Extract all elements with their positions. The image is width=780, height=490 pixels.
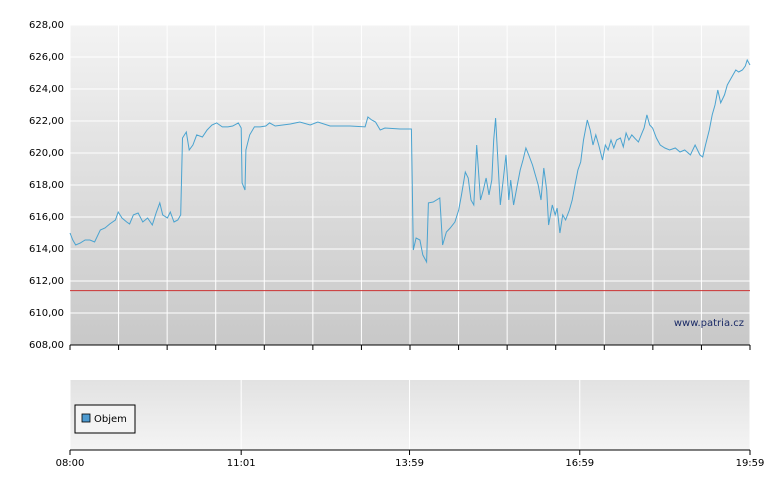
price-line	[69, 58, 751, 264]
x-tick-label: 11:01	[227, 458, 256, 469]
watermark: www.patria.cz	[674, 318, 744, 329]
legend	[74, 404, 136, 434]
marks	[69, 58, 751, 292]
y-tick-label: 624,00	[29, 84, 64, 95]
y-tick-label: 610,00	[29, 308, 64, 319]
x-tick-label: 19:59	[736, 458, 765, 469]
y-tick-label: 608,00	[29, 340, 64, 351]
grid	[69, 24, 751, 450]
y-tick-label: 614,00	[29, 244, 64, 255]
y-tick-label: 612,00	[29, 276, 64, 287]
legend-swatch	[81, 413, 91, 423]
x-tick-label: 13:59	[395, 458, 424, 469]
y-tick-label: 628,00	[29, 20, 64, 31]
y-tick-label: 622,00	[29, 116, 64, 127]
x-tick-label: 16:59	[565, 458, 594, 469]
y-tick-label: 626,00	[29, 52, 64, 63]
legend-label: Objem	[94, 414, 127, 425]
y-tick-label: 618,00	[29, 180, 64, 191]
y-tick-label: 620,00	[29, 148, 64, 159]
y-tick-label: 616,00	[29, 212, 64, 223]
x-tick-label: 08:00	[56, 458, 85, 469]
